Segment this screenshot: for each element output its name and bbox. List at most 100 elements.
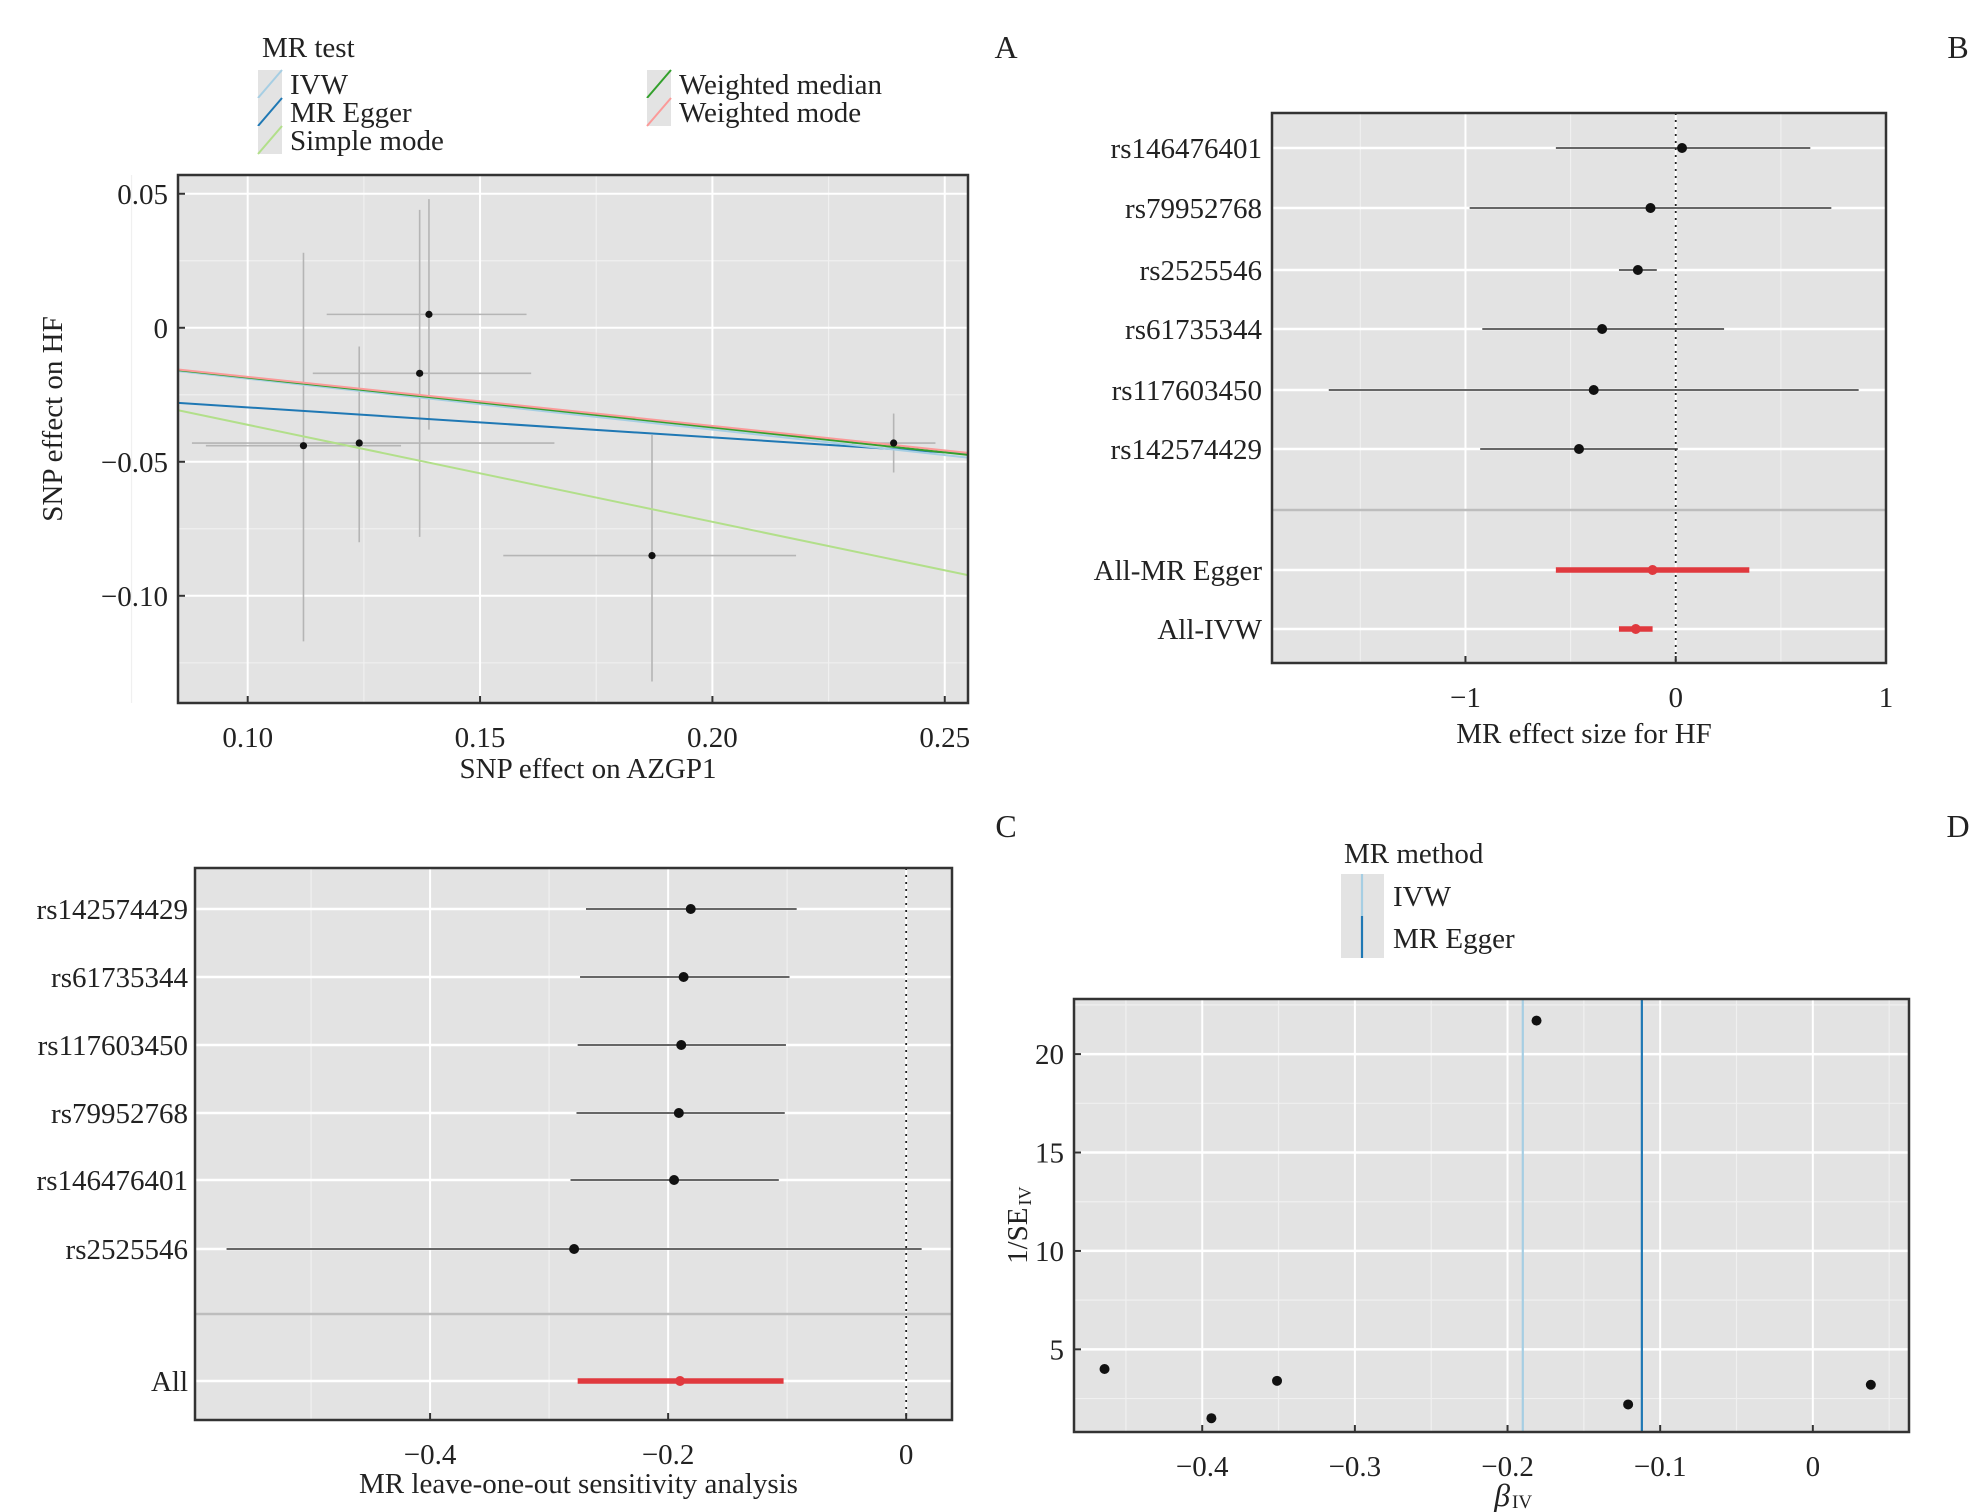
data-point [1623,1399,1634,1410]
x-axis-label-sub: IV [1512,1492,1532,1512]
y-tick-label: 20 [1035,1039,1064,1071]
forest-row: rs2525546 [1140,255,1657,287]
data-point [1865,1379,1876,1390]
legend-title: MR test [262,32,355,64]
plot-frame [193,866,954,1422]
data-point [1272,1375,1283,1386]
x-tick-label: 1 [1879,682,1894,714]
y-tick-label: 5 [1050,1334,1065,1366]
row-label: rs79952768 [1125,193,1262,225]
data-point [1531,1015,1542,1026]
x-tick-label: 0.10 [222,722,273,754]
row-label: All [151,1366,188,1398]
x-tick-label: −0.3 [1329,1451,1382,1483]
data-point [355,439,363,447]
plot-frame [1072,997,1911,1434]
data-point [890,439,898,447]
row-label: rs2525546 [1140,255,1262,287]
x-axis-label-main: β [1493,1477,1510,1512]
effect-point [1588,385,1599,395]
plot-background [195,868,952,1420]
x-tick-label: −0.4 [404,1439,457,1471]
forest-row: All-IVW [1157,614,1653,646]
legend-entry-label: Weighted median [679,69,883,101]
effect-point [673,1108,684,1118]
regression-line-mr-egger [178,401,968,455]
effect-point [675,1376,686,1386]
forest-row: rs146476401 [1111,133,1811,165]
legend-swatch-line [257,97,283,127]
panel-label: A [994,29,1017,65]
plot-background [1074,999,1909,1432]
y-axis-label-main: 1/SE [1002,1208,1034,1264]
row-label: rs142574429 [37,894,188,926]
row-label: rs146476401 [37,1165,188,1197]
forest-row: rs117603450 [38,1030,786,1062]
forest-row: rs79952768 [1125,193,1832,225]
legend-title: MR method [1344,838,1484,870]
legend-entry-label: Simple mode [290,125,444,157]
effect-point [669,1175,680,1185]
x-tick-label: 0.20 [687,722,738,754]
y-tick-label: 10 [1035,1236,1064,1268]
forest-row: rs142574429 [1111,434,1678,466]
legend-swatch-line [646,97,672,127]
panel-label: D [1946,808,1969,844]
data-point [648,551,656,560]
effect-point [685,904,696,914]
forest-row: rs117603450 [1112,375,1859,407]
x-tick-label: 0 [899,1439,914,1471]
x-tick-label: −0.2 [1481,1451,1534,1483]
plot-background [1272,113,1886,663]
x-tick-label: 0 [1668,682,1683,714]
effect-point [676,1040,687,1050]
data-point [416,369,424,377]
plot-background [178,175,968,703]
row-label: rs117603450 [38,1030,188,1062]
effect-point [1630,624,1641,634]
x-axis-label: MR effect size for HF [1456,718,1712,750]
panel-c: rs142574429 rs61735344 rs117603450 rs799527… [37,808,1017,1500]
y-tick-label: −0.10 [101,581,168,613]
regression-line-ivw [178,370,968,459]
x-tick-label: −1 [1450,682,1481,714]
effect-point [569,1244,580,1254]
row-label: rs79952768 [51,1098,188,1130]
forest-row: rs61735344 [51,962,790,994]
panel-a: 0.10 0.15 0.20 0.25 0.05 0 −0.05 −0.10 SNP effec… [37,29,1018,785]
y-axis-label: SNP effect on HF [37,316,69,521]
legend-swatch-line [646,69,672,99]
row-label: rs61735344 [1125,314,1262,346]
forest-row: rs61735344 [1125,314,1725,346]
row-label: All-IVW [1157,614,1262,646]
x-tick-label: −0.4 [1176,1451,1229,1483]
x-axis-label: SNP effect on AZGP1 [460,753,717,785]
forest-row: All [151,1366,784,1398]
data-point [425,310,433,318]
effect-point [1677,143,1688,153]
y-tick-label: 0 [154,313,169,345]
data-point [1099,1364,1110,1375]
forest-row: rs142574429 [37,894,797,926]
effect-point [1597,324,1608,334]
forest-row: All-MR Egger [1094,555,1750,587]
y-axis-label: 1/SE IV [1002,1187,1035,1264]
row-label: rs146476401 [1111,133,1262,165]
effect-point [1632,265,1643,275]
x-tick-label: 0 [1806,1451,1821,1483]
x-tick-label: −0.2 [642,1439,695,1471]
legend-entry-label: IVW [1393,881,1452,913]
effect-point [678,972,689,982]
data-point [299,442,308,450]
plot-frame [176,173,970,705]
y-tick-label: −0.05 [101,447,168,479]
legend-swatch-line [257,69,283,99]
effect-point [1574,444,1584,454]
row-label: rs2525546 [66,1234,188,1266]
x-axis-label: β IV [1493,1477,1532,1512]
y-tick-label: 0.05 [117,179,168,211]
plot-content [178,199,968,682]
y-tick-label: 15 [1035,1138,1064,1170]
